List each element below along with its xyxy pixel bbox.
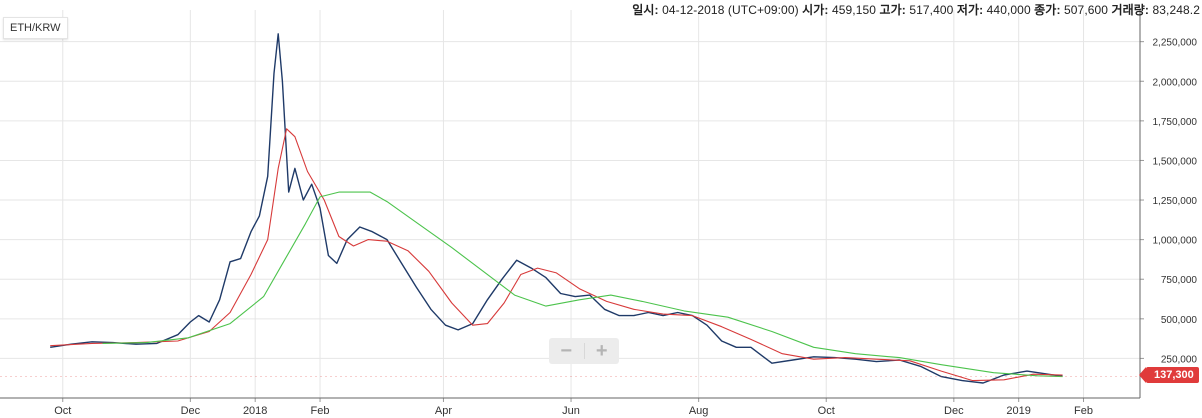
last-price-tag: 137,300 (1139, 367, 1199, 383)
x-tick-label: Jun (562, 405, 580, 417)
x-tick-label: 2018 (243, 405, 267, 417)
x-tick-label: Oct (54, 405, 71, 417)
x-tick-label: Dec (181, 405, 201, 417)
x-tick-label: Feb (311, 405, 330, 417)
close-value: 507,600 (1064, 3, 1109, 17)
y-tick-label: 1,500,000 (1153, 156, 1198, 167)
y-tick-label: 250,000 (1161, 354, 1198, 365)
x-tick-label: Oct (818, 405, 835, 417)
ohlc-info-bar: 일시: 04-12-2018 (UTC+09:00) 시가: 459,150 고… (632, 1, 1200, 18)
volume-label: 거래량: (1111, 3, 1150, 17)
high-label: 고가: (879, 3, 906, 17)
y-tick-label: 1,250,000 (1153, 196, 1198, 207)
price-line (50, 33, 1063, 384)
y-tick-label: 2,000,000 (1153, 77, 1198, 88)
high-value: 517,400 (909, 3, 954, 17)
y-tick-label: 1,750,000 (1153, 117, 1198, 128)
date-value: 04-12-2018 (UTC+09:00) (662, 3, 799, 17)
y-tick-label: 1,000,000 (1153, 236, 1198, 247)
zoom-divider (583, 343, 585, 359)
symbol-label[interactable]: ETH/KRW (3, 17, 68, 39)
open-value: 459,150 (831, 3, 877, 17)
y-tick-label: 2,250,000 (1153, 38, 1198, 49)
low-label: 저가: (956, 3, 984, 17)
zoom-out-button[interactable]: − (560, 340, 573, 362)
x-tick-label: 2019 (1006, 405, 1030, 417)
low-value: 440,000 (986, 3, 1031, 17)
moving-average-short-line (50, 128, 1063, 382)
volume-value: 83,248.2 (1152, 3, 1200, 17)
zoom-controls: − + (549, 338, 619, 364)
x-tick-label: Aug (689, 405, 709, 417)
close-label: 종가: (1034, 3, 1061, 17)
zoom-in-button[interactable]: + (595, 340, 608, 362)
x-tick-label: Apr (435, 405, 452, 417)
date-label: 일시: (632, 3, 659, 17)
x-tick-label: Dec (944, 405, 964, 417)
x-tick-label: Feb (1074, 405, 1093, 417)
y-tick-label: 500,000 (1161, 315, 1198, 326)
y-tick-label: 750,000 (1161, 275, 1198, 286)
moving-average-long-line (102, 191, 1063, 378)
open-label: 시가: (802, 3, 829, 17)
